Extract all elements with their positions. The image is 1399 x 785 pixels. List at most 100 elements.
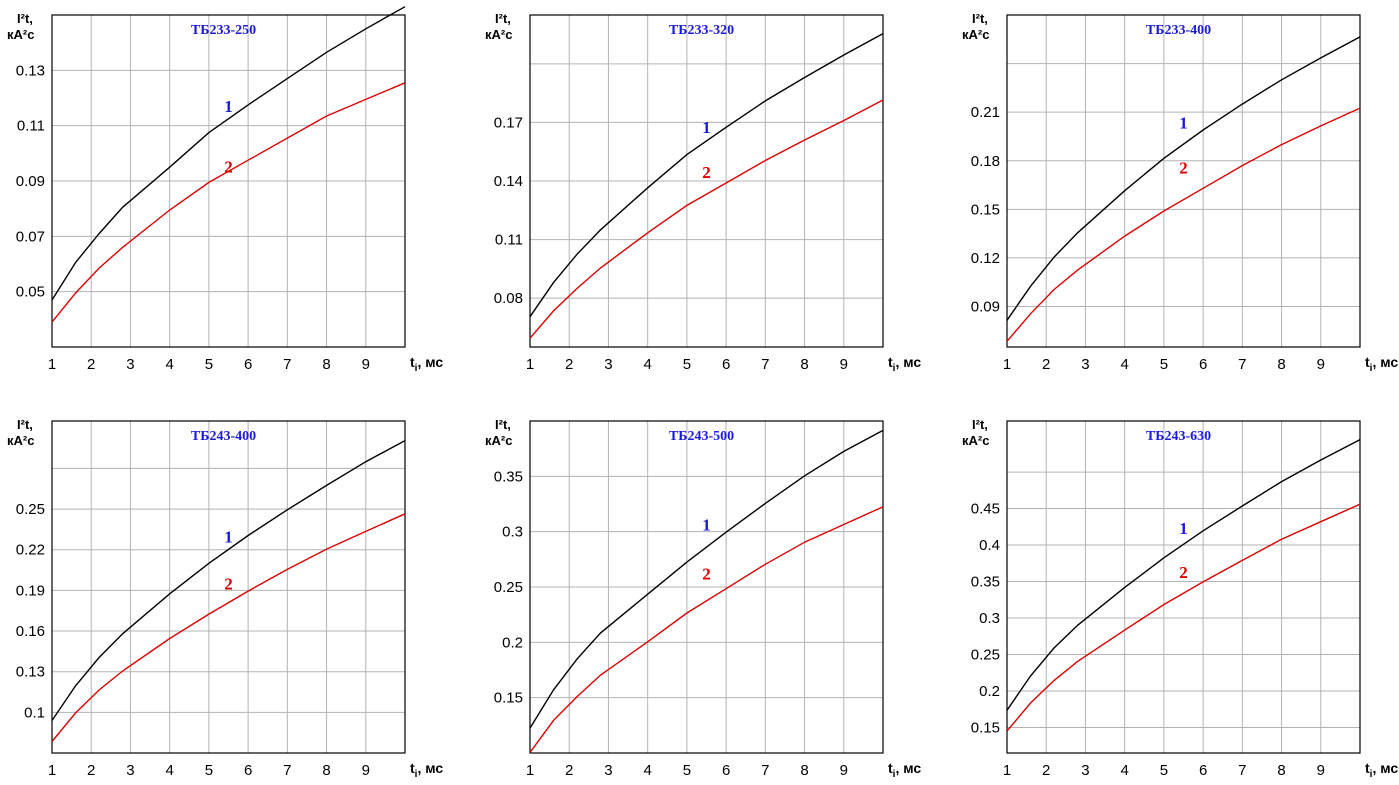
series-label-1: 1 <box>224 527 233 546</box>
x-axis-label-main: t <box>888 760 893 776</box>
y-axis-label-line2: кА²с <box>962 27 989 42</box>
y-tick-label: 0.09 <box>971 299 1000 316</box>
series-line-1 <box>1006 36 1361 321</box>
series-line-1 <box>529 429 884 729</box>
x-tick-label: 3 <box>1081 356 1089 373</box>
x-tick-label: 2 <box>565 762 573 779</box>
series-line-2 <box>1006 503 1361 732</box>
y-tick-label: 0.25 <box>494 579 523 596</box>
x-axis-label: ti, мс <box>410 760 443 780</box>
series-label-2: 2 <box>702 564 711 583</box>
series-label-2: 2 <box>1179 159 1188 178</box>
series-label-2: 2 <box>224 575 233 594</box>
chart-title: ТБ233-250 <box>191 23 256 38</box>
y-tick-label: 0.13 <box>16 664 45 681</box>
x-tick-label: 6 <box>244 762 252 779</box>
series-label-1: 1 <box>1179 519 1188 538</box>
x-tick-label: 6 <box>244 356 252 373</box>
x-tick-label: 4 <box>643 762 651 779</box>
y-tick-label: 0.4 <box>979 537 1000 554</box>
y-tick-label: 0.45 <box>971 501 1000 518</box>
y-tick-label: 0.35 <box>971 574 1000 591</box>
x-tick-label: 9 <box>1317 762 1325 779</box>
x-tick-label: 6 <box>1199 356 1207 373</box>
chart-title: ТБ233-400 <box>1146 23 1211 38</box>
series-line-2 <box>529 99 884 339</box>
y-axis-label-line2: кА²с <box>962 433 989 448</box>
y-tick-label: 0.05 <box>16 284 45 301</box>
series-line-2 <box>1006 107 1361 342</box>
y-tick-label: 0.2 <box>502 634 523 651</box>
x-tick-label: 5 <box>205 762 213 779</box>
x-tick-label: 8 <box>322 762 330 779</box>
x-axis-label-main: t <box>888 354 893 370</box>
y-tick-label: 0.13 <box>16 62 45 79</box>
x-tick-label: 4 <box>643 356 651 373</box>
series-label-1: 1 <box>224 97 233 116</box>
x-axis-label-unit: , мс <box>417 354 443 370</box>
x-tick-label: 7 <box>761 762 769 779</box>
x-tick-label: 1 <box>1003 762 1011 779</box>
series-line-1 <box>51 439 406 721</box>
x-axis-label-main: t <box>1365 760 1370 776</box>
x-axis-label: ti, мс <box>888 760 921 780</box>
x-tick-label: 2 <box>87 356 95 373</box>
x-axis-label-sub: i <box>1370 363 1373 374</box>
series-line-1 <box>1006 438 1361 711</box>
plot-frame <box>529 14 884 348</box>
x-tick-label: 2 <box>1042 762 1050 779</box>
y-tick-label: 0.35 <box>494 468 523 485</box>
chart-panel: 1 2 3 4 5 6 7 8 9 0.1 0.13 0.16 0.19 0.22 0.25 I²t,кА²с… <box>7 417 443 780</box>
y-tick-label: 0.07 <box>16 228 45 245</box>
y-tick-label: 0.19 <box>16 582 45 599</box>
y-tick-label: 0.15 <box>971 201 1000 218</box>
chart-panel: 1 2 3 4 5 6 7 8 9 0.15 0.2 0.25 0.3 0.35 I²t,кА²с ti, м… <box>485 417 921 780</box>
y-tick-label: 0.11 <box>495 232 523 249</box>
plot-frame <box>51 14 406 348</box>
series-label-2: 2 <box>702 163 711 182</box>
x-tick-label: 5 <box>683 356 691 373</box>
x-tick-label: 9 <box>362 356 370 373</box>
x-tick-label: 6 <box>1199 762 1207 779</box>
x-tick-label: 8 <box>800 356 808 373</box>
chart-panel: 1 2 3 4 5 6 7 8 9 0.05 0.07 0.09 0.11 0.13 I²t,кА²с ti,… <box>7 6 443 374</box>
y-tick-label: 0.11 <box>17 118 45 135</box>
x-axis-label: ti, мс <box>410 354 443 374</box>
plot-frame <box>529 420 884 754</box>
x-axis-label-unit: , мс <box>1372 760 1398 776</box>
x-tick-label: 7 <box>283 356 291 373</box>
y-tick-label: 0.22 <box>16 542 45 559</box>
y-axis-label-line2: кА²с <box>485 433 512 448</box>
y-axis-label-line1: I²t, <box>495 11 511 26</box>
y-tick-label: 0.18 <box>971 153 1000 170</box>
x-tick-label: 7 <box>1238 356 1246 373</box>
x-tick-label: 1 <box>526 356 534 373</box>
y-tick-label: 0.08 <box>494 290 523 307</box>
x-tick-label: 9 <box>840 762 848 779</box>
x-tick-label: 2 <box>87 762 95 779</box>
y-axis-label-line1: I²t, <box>17 11 33 26</box>
x-tick-label: 4 <box>1120 762 1128 779</box>
y-tick-label: 0.09 <box>16 173 45 190</box>
series-line-2 <box>529 506 884 753</box>
x-tick-label: 1 <box>1003 356 1011 373</box>
y-axis-label-line2: кА²с <box>7 433 34 448</box>
chart-title: ТБ243-630 <box>1146 429 1211 444</box>
y-tick-label: 0.14 <box>494 173 523 190</box>
y-tick-label: 0.1 <box>24 704 45 721</box>
series-line-1 <box>51 6 406 301</box>
y-tick-label: 0.15 <box>971 719 1000 736</box>
series-label-1: 1 <box>1179 113 1188 132</box>
series-label-1: 1 <box>702 516 711 535</box>
y-tick-label: 0.21 <box>971 104 1000 121</box>
y-axis-label-line1: I²t, <box>17 417 33 432</box>
x-tick-label: 5 <box>205 356 213 373</box>
x-tick-label: 5 <box>1160 356 1168 373</box>
x-tick-label: 7 <box>283 762 291 779</box>
series-line-1 <box>529 32 884 318</box>
y-tick-label: 0.15 <box>494 690 523 707</box>
x-tick-label: 9 <box>1317 356 1325 373</box>
y-tick-label: 0.16 <box>16 623 45 640</box>
x-tick-label: 8 <box>322 356 330 373</box>
